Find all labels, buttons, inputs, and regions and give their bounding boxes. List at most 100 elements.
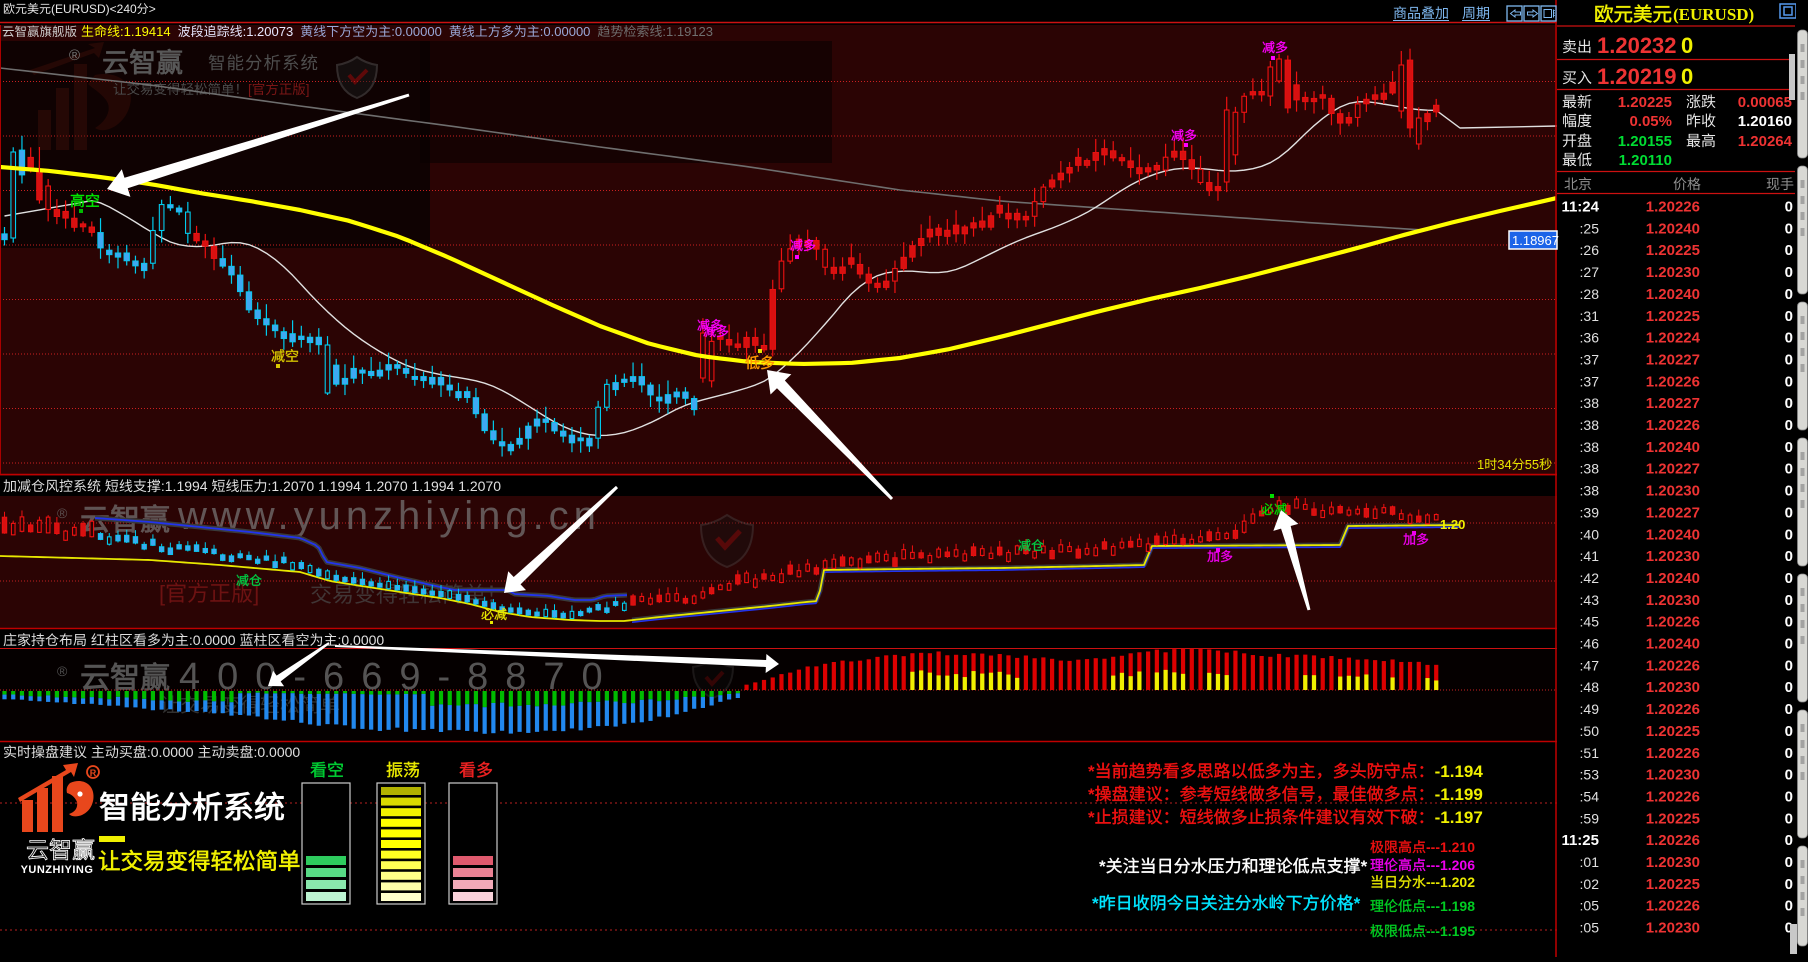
svg-text:1.20226: 1.20226 (1646, 898, 1700, 915)
svg-text:0: 0 (1785, 592, 1793, 609)
svg-text:1.20240: 1.20240 (1646, 636, 1700, 653)
svg-text:YUNZHIYING: YUNZHIYING (21, 864, 94, 876)
svg-text:*: * (1354, 894, 1361, 913)
svg-text:1.20226: 1.20226 (1646, 745, 1700, 762)
svg-text::38: :38 (1580, 395, 1600, 411)
svg-text:0: 0 (1785, 395, 1793, 412)
svg-text::36: :36 (1580, 330, 1600, 346)
svg-text:1.20226: 1.20226 (1646, 832, 1700, 849)
svg-text:-1.197: -1.197 (1435, 808, 1483, 827)
svg-text:1.20226: 1.20226 (1646, 373, 1700, 390)
svg-text:[: [ (248, 82, 252, 97)
svg-text:-1.202: -1.202 (1435, 874, 1475, 890)
svg-text:1.20225: 1.20225 (1646, 242, 1700, 259)
svg-text:]: ] (306, 82, 310, 97)
svg-text:0.00065: 0.00065 (1738, 94, 1792, 111)
svg-text:-1.195: -1.195 (1435, 923, 1475, 939)
svg-text::45: :45 (1580, 614, 1600, 630)
svg-text::48: :48 (1580, 679, 1600, 695)
svg-text:1.20230: 1.20230 (1646, 767, 1700, 784)
svg-text:-1.206: -1.206 (1435, 857, 1475, 873)
svg-text:]: ] (253, 581, 259, 606)
svg-text:55: 55 (1525, 457, 1539, 472)
svg-text:0: 0 (1785, 308, 1793, 325)
svg-text:0: 0 (1785, 570, 1793, 587)
svg-text::46: :46 (1580, 636, 1600, 652)
svg-text:1.20224: 1.20224 (1646, 330, 1701, 347)
svg-text::0.0000: :0.0000 (189, 632, 240, 648)
svg-text:1.18967: 1.18967 (1512, 233, 1559, 248)
svg-text:34: 34 (1497, 457, 1511, 472)
svg-text::37: :37 (1580, 373, 1600, 389)
svg-text::51: :51 (1580, 745, 1600, 761)
svg-text:--: -- (1426, 839, 1436, 855)
svg-text:0: 0 (1785, 745, 1793, 762)
svg-text:®: ® (69, 47, 80, 64)
svg-text:1.20230: 1.20230 (1646, 592, 1700, 609)
svg-text:0: 0 (1785, 504, 1793, 521)
svg-text::49: :49 (1580, 701, 1600, 717)
svg-text:®: ® (57, 505, 68, 521)
svg-text::0.0000: :0.0000 (253, 744, 300, 760)
svg-text::43: :43 (1580, 592, 1600, 608)
svg-text:1.20264: 1.20264 (1738, 133, 1793, 150)
svg-text:--: -- (1426, 923, 1436, 939)
svg-text:0: 0 (1785, 548, 1793, 565)
svg-text:0: 0 (1785, 854, 1793, 871)
svg-text:1.20225: 1.20225 (1646, 810, 1700, 827)
svg-text:*: * (1088, 808, 1095, 827)
svg-text:0: 0 (1785, 439, 1793, 456)
svg-text:1.20226: 1.20226 (1646, 417, 1700, 434)
svg-text:(EURUSD): (EURUSD) (1673, 5, 1754, 24)
svg-text:0: 0 (1785, 788, 1793, 805)
svg-text::01: :01 (1580, 854, 1600, 870)
svg-text:1.20240: 1.20240 (1646, 220, 1700, 237)
svg-text:0: 0 (1785, 701, 1793, 718)
svg-text:0: 0 (1785, 636, 1793, 653)
svg-text:*: * (1361, 857, 1368, 876)
svg-text:1.20219: 1.20219 (1597, 64, 1677, 89)
svg-text:--: -- (1426, 857, 1436, 873)
svg-text:0: 0 (1785, 242, 1793, 259)
svg-text:0: 0 (1785, 657, 1793, 674)
svg-text:1.20240: 1.20240 (1646, 526, 1700, 543)
svg-text:1.20227: 1.20227 (1646, 461, 1700, 478)
svg-text:1.20240: 1.20240 (1646, 286, 1700, 303)
svg-text:1.20225: 1.20225 (1646, 876, 1700, 893)
svg-text:1.20232: 1.20232 (1597, 33, 1677, 58)
svg-text:0: 0 (1785, 417, 1793, 434)
svg-text:--: -- (1426, 874, 1436, 890)
svg-text:0: 0 (1785, 832, 1793, 849)
svg-text:1.20230: 1.20230 (1646, 483, 1700, 500)
svg-text:0: 0 (1785, 220, 1793, 237)
svg-text:0: 0 (1785, 330, 1793, 347)
svg-text:0: 0 (1785, 920, 1793, 937)
svg-text:-1.199: -1.199 (1435, 785, 1483, 804)
svg-text:0: 0 (1785, 876, 1793, 893)
svg-text:1.20240: 1.20240 (1646, 570, 1700, 587)
svg-text:0: 0 (1785, 767, 1793, 784)
svg-text::39: :39 (1580, 504, 1600, 520)
svg-text:-1.194: -1.194 (1435, 762, 1484, 781)
svg-text:*: * (1088, 785, 1095, 804)
svg-text:0: 0 (1681, 64, 1693, 89)
svg-text:1.20226: 1.20226 (1646, 614, 1700, 631)
svg-text::47: :47 (1580, 657, 1600, 673)
svg-text:1.20226: 1.20226 (1646, 701, 1700, 718)
svg-text:0: 0 (1681, 33, 1693, 58)
svg-text:0: 0 (1785, 461, 1793, 478)
svg-text::0.0000: :0.0000 (147, 744, 198, 760)
svg-text:®: ® (57, 663, 68, 679)
svg-text:11:25: 11:25 (1561, 832, 1599, 849)
svg-text:0: 0 (1785, 351, 1793, 368)
svg-text:0: 0 (1785, 286, 1793, 303)
svg-text:1.20230: 1.20230 (1646, 264, 1700, 281)
svg-text::25: :25 (1580, 220, 1600, 236)
svg-text:*: * (1099, 857, 1106, 876)
svg-text:0: 0 (1785, 199, 1793, 216)
svg-text:1.20227: 1.20227 (1646, 351, 1700, 368)
svg-text:0: 0 (1785, 526, 1793, 543)
svg-text::37: :37 (1580, 351, 1600, 367)
svg-text:1.20155: 1.20155 (1618, 133, 1672, 150)
svg-text::38: :38 (1580, 461, 1600, 477)
